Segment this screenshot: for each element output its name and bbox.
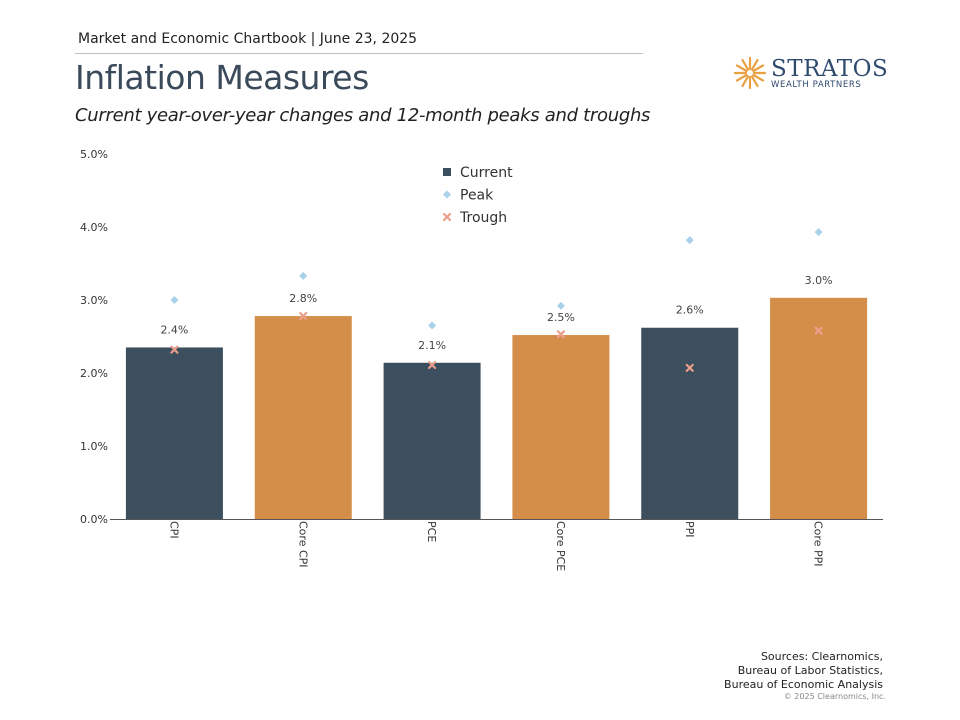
source-line: Bureau of Labor Statistics, xyxy=(737,664,883,677)
y-tick-label: 0.0% xyxy=(80,513,108,526)
page-title: Inflation Measures xyxy=(75,58,369,97)
sunburst-ray xyxy=(735,64,748,73)
legend: Current Peak Trough xyxy=(442,165,513,226)
peak-marker xyxy=(299,271,308,280)
y-tick-label: 3.0% xyxy=(80,294,108,307)
trough-marker xyxy=(170,345,179,354)
header-divider xyxy=(75,53,643,54)
sunburst-ray xyxy=(750,58,759,71)
x-tick-label: PCE xyxy=(425,521,438,542)
sources-note: Sources: Clearnomics, Bureau of Labor St… xyxy=(724,650,883,692)
x-axis: CPI Core CPI PCE Core PCE PPI Core PPI xyxy=(110,519,883,571)
y-tick-label: 4.0% xyxy=(80,221,108,234)
inflation-bar-chart: 0.0% 1.0% 2.0% 3.0% 4.0% 5.0% 2.4% 2.8% 2.1% 2.5… xyxy=(80,148,883,571)
bar-current xyxy=(383,362,481,519)
y-tick-label: 1.0% xyxy=(80,440,108,453)
trough-marker xyxy=(556,330,566,339)
data-label: 3.0% xyxy=(805,274,833,287)
y-axis: 0.0% 1.0% 2.0% 3.0% 4.0% 5.0% xyxy=(80,148,108,526)
bars-group xyxy=(125,297,868,519)
legend-swatch-current xyxy=(443,168,451,176)
source-line: Bureau of Economic Analysis xyxy=(724,678,883,691)
sunburst-ray xyxy=(741,75,750,88)
data-label: 2.6% xyxy=(676,304,704,317)
legend-label-current: Current xyxy=(460,165,513,181)
peak-marker xyxy=(170,296,179,304)
data-labels-group: 2.4% 2.8% 2.1% 2.5% 2.6% 3.0% xyxy=(160,274,832,352)
trough-marker xyxy=(299,311,308,321)
trough-marker xyxy=(427,360,437,370)
legend-label-trough: Trough xyxy=(459,210,507,226)
legend-swatch-peak xyxy=(443,190,451,199)
sunburst-ray xyxy=(741,58,750,71)
sunburst-ray xyxy=(752,73,765,82)
x-tick-label: PPI xyxy=(683,521,696,538)
x-tick-label: Core CPI xyxy=(296,521,309,568)
data-label: 2.4% xyxy=(160,323,188,336)
bar-current xyxy=(770,297,868,519)
data-label: 2.8% xyxy=(289,292,317,305)
legend-label-peak: Peak xyxy=(460,188,494,204)
data-label: 2.1% xyxy=(418,339,446,352)
company-logo: STRATOS WEALTH PARTNERS xyxy=(733,56,888,96)
logo-tagline: WEALTH PARTNERS xyxy=(771,80,862,90)
markers-group xyxy=(170,228,823,372)
peak-marker xyxy=(428,321,437,330)
sunburst-ray xyxy=(752,64,765,73)
y-tick-label: 2.0% xyxy=(80,367,108,380)
bar-current xyxy=(254,316,352,519)
peak-marker xyxy=(685,236,694,245)
x-tick-label: Core PPI xyxy=(812,521,825,566)
bar-current xyxy=(512,335,610,519)
chartbook-header: Market and Economic Chartbook | June 23,… xyxy=(78,31,418,47)
sunburst-logo-icon xyxy=(733,56,767,90)
peak-marker xyxy=(814,228,823,237)
trough-marker xyxy=(685,363,694,372)
bar-current xyxy=(641,327,739,519)
source-line: Sources: Clearnomics, xyxy=(760,650,883,663)
y-tick-label: 5.0% xyxy=(80,148,108,161)
logo-name: STRATOS xyxy=(771,56,889,82)
page-subtitle: Current year-over-year changes and 12-mo… xyxy=(75,105,651,126)
bar-current xyxy=(125,347,223,519)
data-label: 2.5% xyxy=(547,311,575,324)
peak-marker xyxy=(556,301,565,310)
sunburst-ray xyxy=(750,75,759,88)
x-tick-label: Core PCE xyxy=(554,521,567,571)
trough-marker xyxy=(814,326,823,335)
x-tick-label: CPI xyxy=(167,521,180,539)
copyright-note: © 2025 Clearnomics, Inc. xyxy=(783,692,886,701)
legend-swatch-trough xyxy=(442,212,452,222)
sunburst-ray xyxy=(735,73,748,82)
